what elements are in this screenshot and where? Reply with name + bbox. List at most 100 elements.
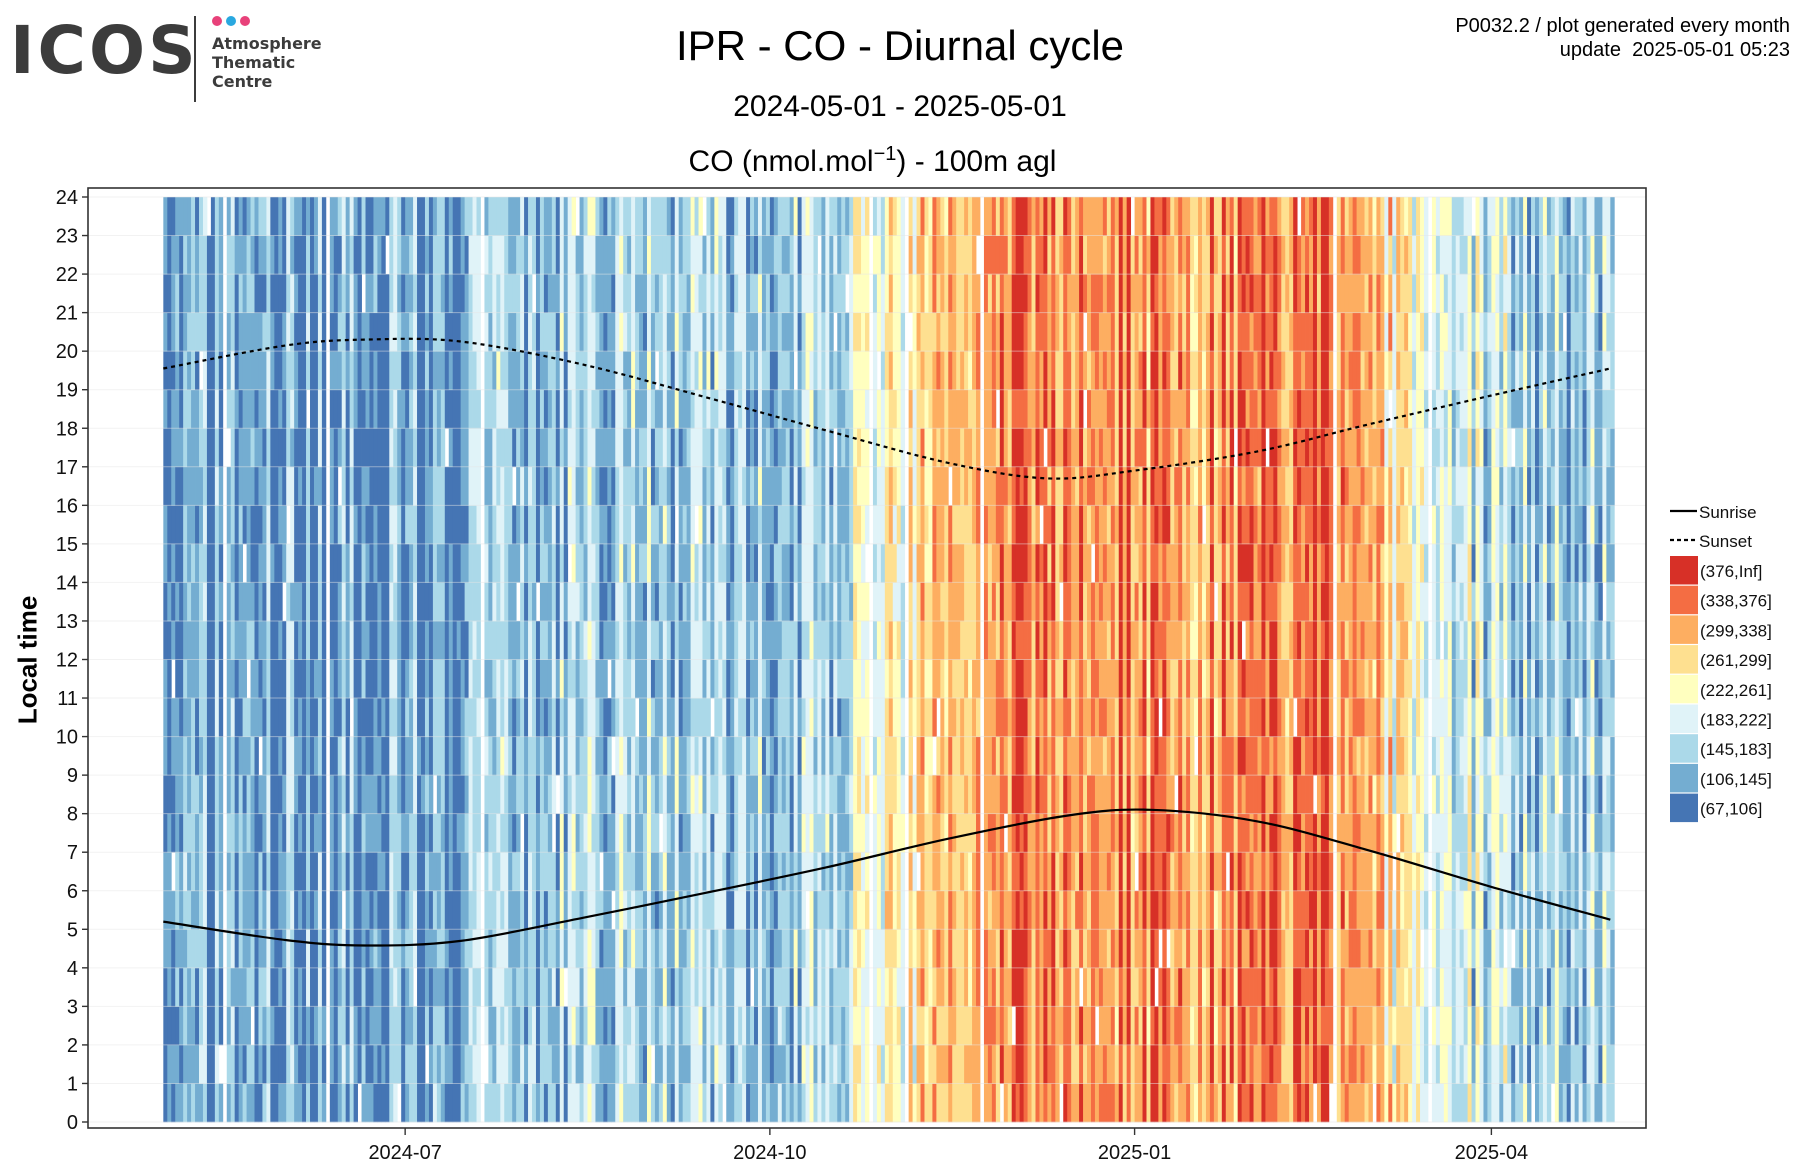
heatmap-cell <box>579 351 584 391</box>
heatmap-cell <box>682 813 688 853</box>
heatmap-cell <box>496 1044 501 1084</box>
heatmap-cell <box>337 1006 343 1046</box>
heatmap-cell <box>960 197 965 236</box>
heatmap-cell <box>369 235 374 275</box>
heatmap-cell <box>238 1006 244 1046</box>
heatmap-cell <box>635 543 640 583</box>
heatmap-cell <box>631 698 636 737</box>
heatmap-cell <box>777 274 783 313</box>
heatmap-cell <box>623 775 628 814</box>
heatmap-cell <box>333 929 339 969</box>
heatmap-cell <box>1015 274 1021 313</box>
heatmap-cell <box>631 428 636 468</box>
heatmap-cell <box>643 929 648 969</box>
heatmap-cell <box>508 967 513 1007</box>
heatmap-cell <box>524 1044 529 1084</box>
heatmap-cell <box>845 620 850 660</box>
heatmap-cell <box>321 351 327 391</box>
heatmap-cell <box>801 1044 806 1084</box>
heatmap-cell <box>773 312 779 352</box>
heatmap-cell <box>1003 428 1009 468</box>
heatmap-cell <box>825 505 830 545</box>
heatmap-cell <box>746 274 751 313</box>
heatmap-cell <box>952 543 957 583</box>
heatmap-cell <box>421 929 426 969</box>
heatmap-cell <box>805 929 810 969</box>
heatmap-cell <box>635 505 640 545</box>
heatmap-cell <box>872 1044 878 1084</box>
heatmap-cell <box>940 466 945 506</box>
heatmap-cell <box>972 698 977 737</box>
heatmap-cell <box>183 813 188 853</box>
heatmap-cell <box>857 775 862 814</box>
heatmap-cell <box>365 929 370 969</box>
heatmap-cell <box>583 775 588 814</box>
heatmap-cell <box>171 813 176 853</box>
heatmap-cell <box>361 582 366 622</box>
heatmap-cell <box>401 659 406 699</box>
heatmap-cell <box>781 736 787 776</box>
heatmap-cell <box>623 1044 628 1084</box>
heatmap-cell <box>270 1044 275 1084</box>
heatmap-cell <box>428 274 434 313</box>
heatmap-cell <box>555 929 561 969</box>
heatmap-cell <box>738 274 743 313</box>
heatmap-cell <box>353 852 358 892</box>
heatmap-cell <box>472 351 477 391</box>
heatmap-cell <box>452 351 458 391</box>
heatmap-cell <box>865 890 870 930</box>
heatmap-cell <box>428 929 434 969</box>
heatmap-cell <box>964 389 969 429</box>
heatmap-cell <box>436 736 442 776</box>
heatmap-cell <box>765 1006 771 1046</box>
heatmap-cell <box>333 890 339 930</box>
heatmap-cell <box>516 852 521 892</box>
heatmap-cell <box>242 235 247 275</box>
heatmap-cell <box>857 698 862 737</box>
heatmap-cell <box>444 543 450 583</box>
heatmap-cell <box>777 890 783 930</box>
heatmap-cell <box>761 1083 767 1123</box>
heatmap-cell <box>670 890 676 930</box>
heatmap-cell <box>444 466 450 506</box>
heatmap-cell <box>500 543 505 583</box>
heatmap-cell <box>579 736 584 776</box>
heatmap-cell <box>722 312 727 352</box>
heatmap-cell <box>179 698 184 737</box>
heatmap-cell <box>884 1006 890 1046</box>
heatmap-cell <box>409 543 414 583</box>
heatmap-cell <box>813 235 818 275</box>
heatmap-cell <box>484 389 489 429</box>
heatmap-cell <box>611 235 616 275</box>
heatmap-cell <box>417 274 422 313</box>
heatmap-cell <box>857 967 862 1007</box>
heatmap-cell <box>440 1083 446 1123</box>
heatmap-cell <box>369 582 374 622</box>
heatmap-cell <box>270 428 275 468</box>
heatmap-cell <box>880 736 886 776</box>
heatmap-cell <box>769 351 775 391</box>
heatmap-cell <box>900 813 906 853</box>
heatmap-cell <box>476 582 481 622</box>
heatmap-cell <box>432 967 438 1007</box>
heatmap-cell <box>500 274 505 313</box>
heatmap-cell <box>987 197 993 236</box>
heatmap-cell <box>409 1006 414 1046</box>
heatmap-cell <box>710 582 715 622</box>
heatmap-cell <box>1015 389 1021 429</box>
heatmap-cell <box>825 543 830 583</box>
heatmap-cell <box>210 582 216 622</box>
heatmap-cell <box>690 466 695 506</box>
heatmap-cell <box>587 197 592 236</box>
heatmap-cell <box>567 312 573 352</box>
heatmap-cell <box>579 312 584 352</box>
heatmap-cell <box>908 620 913 660</box>
heatmap-cell <box>932 312 937 352</box>
heatmap-cell <box>916 312 921 352</box>
heatmap-cell <box>944 929 949 969</box>
heatmap-cell <box>833 1083 838 1123</box>
heatmap-cell <box>833 736 838 776</box>
heatmap-cell <box>722 775 727 814</box>
heatmap-cell <box>310 967 315 1007</box>
heatmap-cell <box>615 505 620 545</box>
